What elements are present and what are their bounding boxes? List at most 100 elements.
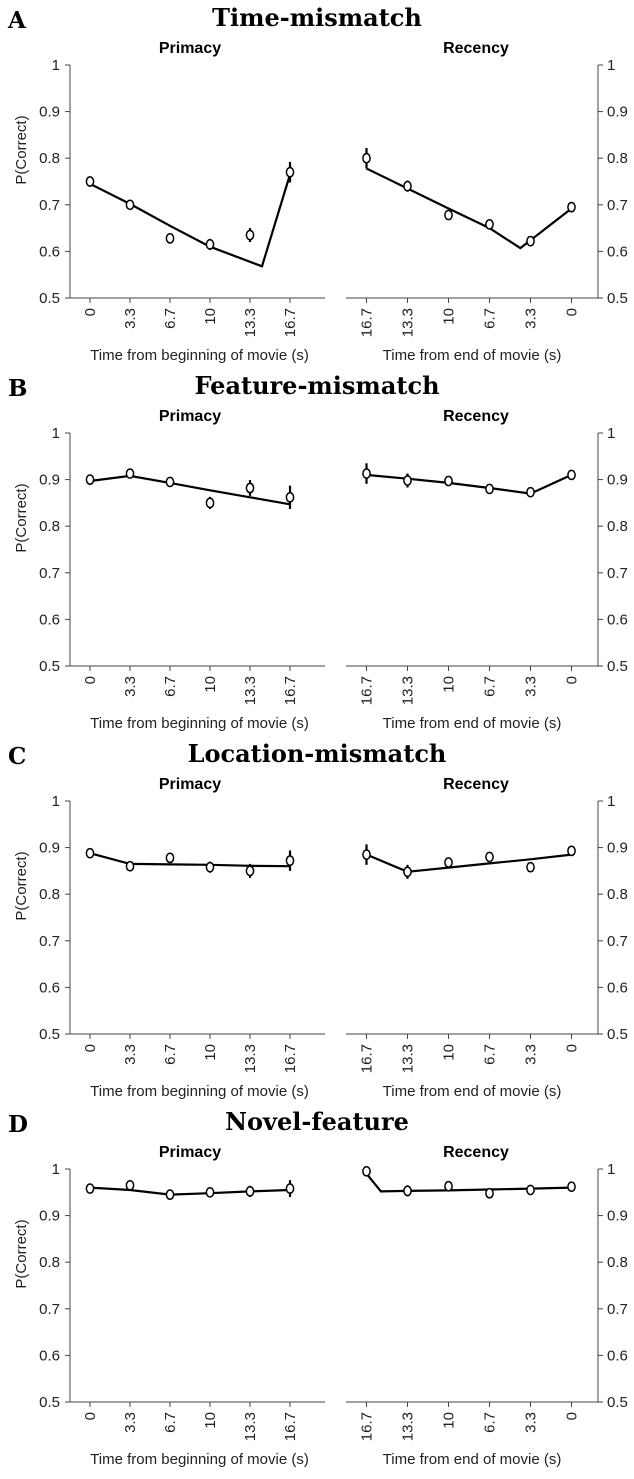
x-tick-label: 10 bbox=[202, 1044, 219, 1061]
data-point bbox=[567, 1181, 576, 1193]
data-point bbox=[526, 235, 535, 247]
y-tick-label: 0.9 bbox=[607, 1208, 628, 1225]
subplot-title: Primacy bbox=[159, 40, 221, 57]
panel-title: Feature-mismatch bbox=[194, 371, 439, 400]
data-point bbox=[85, 847, 95, 859]
x-tick-label: 3.3 bbox=[122, 308, 139, 329]
y-tick-label: 0.7 bbox=[607, 197, 628, 214]
y-tick-label: 0.8 bbox=[39, 150, 60, 167]
x-tick-label: 3.3 bbox=[523, 1044, 540, 1065]
subplot-title: Primacy bbox=[159, 1144, 221, 1161]
x-tick-label: 3.3 bbox=[523, 308, 540, 329]
data-point bbox=[444, 857, 453, 868]
data-point bbox=[567, 469, 576, 481]
data-point bbox=[285, 491, 295, 503]
data-point bbox=[403, 1185, 412, 1197]
y-tick-label: 1 bbox=[607, 57, 615, 74]
y-tick-label: 1 bbox=[607, 1161, 615, 1178]
data-point bbox=[205, 1186, 215, 1198]
y-tick-label: 0.8 bbox=[607, 886, 628, 903]
model-fit-line bbox=[89, 1186, 291, 1196]
x-tick-label: 3.3 bbox=[122, 676, 139, 697]
y-tick-label: 0.9 bbox=[39, 472, 60, 489]
x-tick-label: 6.7 bbox=[482, 1412, 499, 1433]
data-point bbox=[85, 176, 95, 187]
y-tick-label: 0.5 bbox=[607, 290, 628, 307]
x-tick-label: 13.3 bbox=[400, 676, 417, 705]
x-axis-label: Time from beginning of movie (s) bbox=[90, 1083, 309, 1100]
y-tick-label: 1 bbox=[52, 1161, 60, 1178]
x-tick-label: 6.7 bbox=[162, 1044, 179, 1065]
y-tick-label: 0.5 bbox=[39, 658, 60, 675]
x-tick-label: 16.7 bbox=[359, 1044, 376, 1073]
x-tick-label: 13.3 bbox=[400, 1412, 417, 1441]
data-point bbox=[567, 201, 576, 213]
y-tick-label: 1 bbox=[52, 425, 60, 442]
model-fit-line bbox=[89, 852, 291, 868]
panel-title: Novel-feature bbox=[225, 1107, 409, 1136]
y-tick-label: 0.7 bbox=[39, 197, 60, 214]
model-fit-line bbox=[89, 474, 291, 506]
x-tick-label: 6.7 bbox=[162, 308, 179, 329]
panel-title: Time-mismatch bbox=[212, 3, 422, 32]
data-point bbox=[485, 1187, 494, 1199]
data-point bbox=[485, 851, 494, 863]
data-point bbox=[85, 1183, 95, 1194]
x-tick-label: 0 bbox=[564, 308, 581, 316]
y-tick-label: 0.7 bbox=[607, 933, 628, 950]
y-tick-label: 0.9 bbox=[607, 104, 628, 121]
x-tick-label: 13.3 bbox=[242, 1044, 259, 1073]
y-tick-label: 0.8 bbox=[607, 150, 628, 167]
model-fit-line bbox=[366, 853, 572, 873]
y-tick-label: 0.6 bbox=[39, 243, 60, 260]
y-tick-label: 0.5 bbox=[39, 1026, 60, 1043]
x-tick-label: 6.7 bbox=[482, 676, 499, 697]
panel-letter: B bbox=[8, 375, 27, 402]
data-point bbox=[485, 219, 494, 230]
x-tick-label: 13.3 bbox=[400, 308, 417, 337]
data-point bbox=[526, 486, 535, 498]
data-point bbox=[362, 468, 371, 479]
x-tick-label: 10 bbox=[202, 676, 219, 693]
model-fit-line bbox=[365, 1173, 572, 1193]
y-axis-label: P(Correct) bbox=[13, 483, 30, 552]
data-point bbox=[285, 855, 295, 866]
data-point bbox=[125, 1179, 135, 1191]
x-axis-label: Time from beginning of movie (s) bbox=[90, 715, 309, 732]
y-axis-label: P(Correct) bbox=[13, 1219, 30, 1288]
x-tick-label: 10 bbox=[441, 308, 458, 325]
y-tick-label: 0.7 bbox=[39, 565, 60, 582]
x-axis-label: Time from beginning of movie (s) bbox=[90, 347, 309, 364]
x-tick-label: 16.7 bbox=[282, 1412, 299, 1441]
y-tick-label: 0.8 bbox=[607, 518, 628, 535]
data-point bbox=[245, 482, 255, 494]
x-tick-label: 13.3 bbox=[242, 1412, 259, 1441]
data-point bbox=[205, 861, 215, 873]
x-tick-label: 16.7 bbox=[282, 676, 299, 705]
subplot-recency: Recency 0.5 0.6 0.7 0.8 0.9 1 16.7 13.3 10 6.7 3.3 0… bbox=[346, 776, 628, 1100]
data-point bbox=[165, 476, 175, 488]
subplot-title: Recency bbox=[443, 776, 509, 793]
y-tick-label: 0.6 bbox=[39, 979, 60, 996]
x-tick-label: 13.3 bbox=[400, 1044, 417, 1073]
data-point bbox=[403, 866, 412, 878]
data-point bbox=[245, 865, 255, 877]
y-tick-label: 1 bbox=[52, 57, 60, 74]
subplot-title: Primacy bbox=[159, 408, 221, 425]
data-point bbox=[165, 1189, 175, 1200]
data-point bbox=[403, 475, 412, 486]
data-point bbox=[362, 849, 371, 860]
x-tick-label: 16.7 bbox=[359, 676, 376, 705]
x-tick-label: 16.7 bbox=[359, 1412, 376, 1441]
panel-letter: A bbox=[7, 7, 27, 34]
x-tick-label: 3.3 bbox=[122, 1412, 139, 1433]
y-tick-label: 0.6 bbox=[39, 1347, 60, 1364]
data-point bbox=[285, 166, 295, 178]
data-point bbox=[285, 1183, 295, 1194]
y-tick-label: 0.9 bbox=[39, 1208, 60, 1225]
data-point bbox=[362, 152, 371, 164]
